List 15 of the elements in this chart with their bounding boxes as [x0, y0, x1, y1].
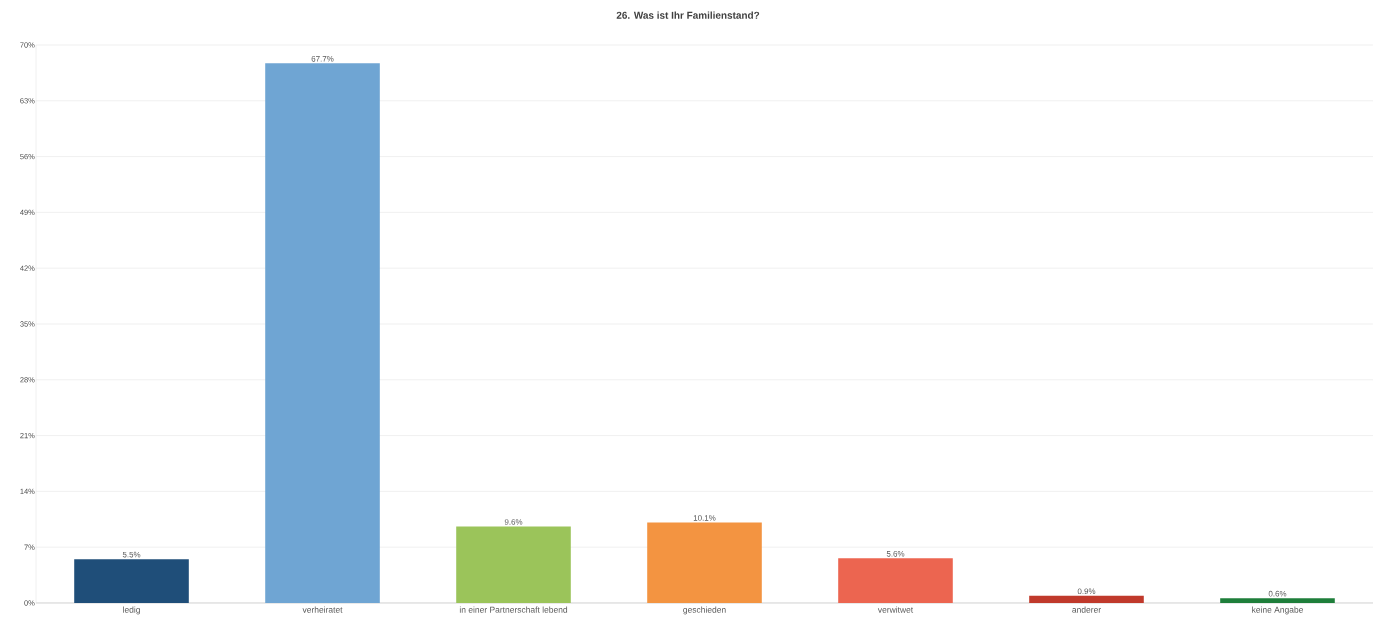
x-tick-label: anderer: [1072, 606, 1101, 613]
chart-title: 26. Was ist Ihr Familienstand?: [616, 11, 760, 19]
bar: [838, 558, 953, 603]
bar: [456, 526, 571, 603]
x-tick-label: ledig: [123, 606, 140, 615]
x-tick-label: in einer Partnerschaft lebend: [459, 606, 568, 613]
x-tick-label: verwitwet: [877, 606, 914, 613]
bar: [265, 63, 380, 603]
bar: [1029, 595, 1144, 603]
x-tick-label: keine Angabe: [1252, 606, 1303, 615]
bar: [1220, 598, 1335, 603]
bar: [74, 559, 189, 603]
bar: [647, 522, 762, 603]
x-tick-label: verheiratet: [302, 606, 343, 613]
x-tick-label: geschieden: [683, 606, 726, 615]
